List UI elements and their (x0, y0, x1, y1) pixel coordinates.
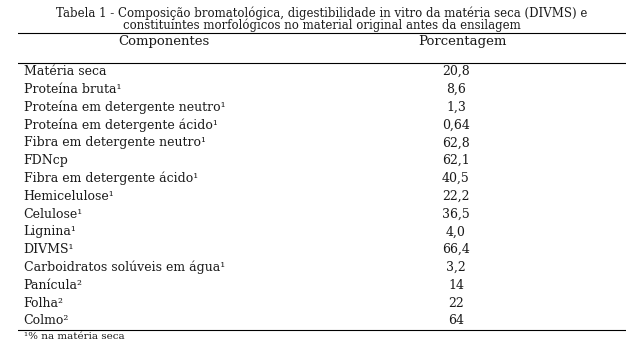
Text: 1,3: 1,3 (446, 101, 466, 114)
Text: Celulose¹: Celulose¹ (24, 207, 83, 221)
Text: 22,2: 22,2 (442, 190, 469, 203)
Text: 0,64: 0,64 (442, 119, 470, 132)
Text: 8,6: 8,6 (446, 83, 466, 96)
Text: Lignina¹: Lignina¹ (24, 225, 77, 238)
Text: 40,5: 40,5 (442, 172, 470, 185)
Text: Componentes: Componentes (118, 35, 209, 48)
Text: Proteína em detergente neutro¹: Proteína em detergente neutro¹ (24, 101, 225, 114)
Text: 22: 22 (448, 297, 464, 310)
Text: Matéria seca: Matéria seca (24, 65, 106, 78)
Text: 20,8: 20,8 (442, 65, 470, 78)
Text: constituintes morfológicos no material original antes da ensilagem: constituintes morfológicos no material o… (123, 18, 521, 32)
Text: Colmo²: Colmo² (24, 314, 69, 327)
Text: 62,1: 62,1 (442, 154, 470, 167)
Text: Fibra em detergente neutro¹: Fibra em detergente neutro¹ (24, 136, 205, 149)
Text: 64: 64 (448, 314, 464, 327)
Text: 66,4: 66,4 (442, 243, 470, 256)
Text: 4,0: 4,0 (446, 225, 466, 238)
Text: Folha²: Folha² (24, 297, 64, 310)
Text: DIVMS¹: DIVMS¹ (24, 243, 74, 256)
Text: 3,2: 3,2 (446, 261, 466, 274)
Text: Proteína bruta¹: Proteína bruta¹ (24, 83, 121, 96)
Text: Hemicelulose¹: Hemicelulose¹ (24, 190, 115, 203)
Text: Panícula²: Panícula² (24, 279, 82, 292)
Text: Proteína em detergente ácido¹: Proteína em detergente ácido¹ (24, 118, 218, 132)
Text: Carboidratos solúveis em água¹: Carboidratos solúveis em água¹ (24, 261, 225, 274)
Text: 36,5: 36,5 (442, 207, 470, 221)
Text: ¹% na matéria seca: ¹% na matéria seca (24, 332, 124, 341)
Text: FDNcp: FDNcp (24, 154, 68, 167)
Text: Tabela 1 - Composição bromatológica, digestibilidade in vitro da matéria seca (D: Tabela 1 - Composição bromatológica, dig… (56, 7, 588, 20)
Text: Fibra em detergente ácido¹: Fibra em detergente ácido¹ (24, 172, 198, 185)
Text: Porcentagem: Porcentagem (418, 35, 506, 48)
Text: 14: 14 (448, 279, 464, 292)
Text: 62,8: 62,8 (442, 136, 470, 149)
